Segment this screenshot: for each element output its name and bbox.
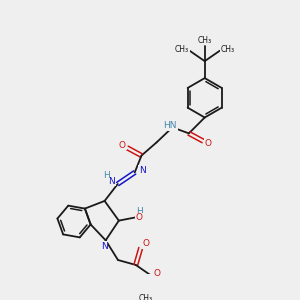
Text: H: H [136,207,142,216]
Text: O: O [153,269,160,278]
Text: O: O [119,141,126,150]
Text: N: N [101,242,108,251]
Text: CH₃: CH₃ [175,45,189,54]
Text: H: H [103,171,110,180]
Text: N: N [108,177,115,186]
Text: O: O [142,239,149,248]
Text: N: N [139,166,146,175]
Text: O: O [205,139,212,148]
Text: HN: HN [164,122,177,130]
Text: CH₃: CH₃ [220,45,235,54]
Text: CH₃: CH₃ [198,36,212,45]
Text: O: O [136,213,142,222]
Text: CH₃: CH₃ [138,294,152,300]
